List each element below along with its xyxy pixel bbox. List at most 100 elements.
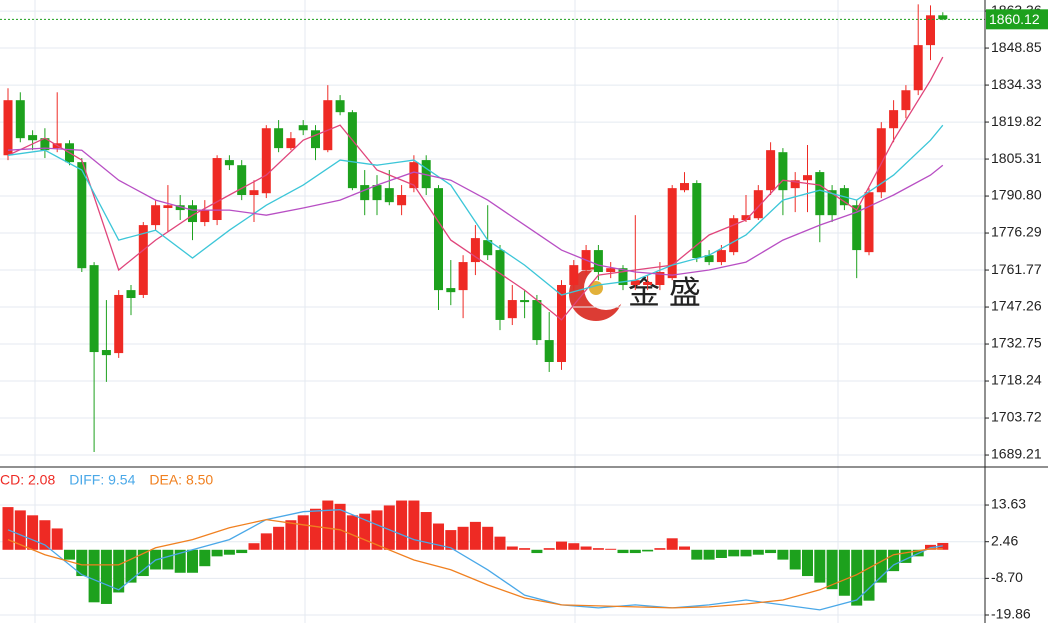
macd-bar: [223, 549, 235, 555]
y-tick-label: 1761.77: [991, 261, 1042, 277]
moving-average: [7, 147, 944, 276]
candle-body: [15, 100, 25, 139]
candle-body: [569, 265, 579, 286]
candle-body: [901, 90, 911, 111]
macd-bar: [592, 548, 604, 550]
candle-body: [323, 100, 333, 151]
logo-cut: [584, 266, 628, 310]
macd-bar: [187, 549, 198, 573]
candle-body: [630, 280, 640, 286]
candle-body: [89, 265, 99, 353]
candle-body: [151, 205, 161, 226]
candle-body: [274, 128, 284, 149]
macd-bar: [482, 526, 494, 550]
macd-bar: [420, 512, 432, 550]
candle-body: [77, 162, 87, 269]
macd-bar: [568, 543, 580, 550]
macd-bar: [76, 549, 88, 577]
macd-bar: [383, 505, 395, 550]
y-tick-label: 1819.82: [991, 113, 1042, 129]
macd-bar: [408, 500, 420, 550]
macd-bar: [519, 548, 531, 550]
macd-bar: [777, 549, 789, 560]
macd-bar: [728, 549, 740, 557]
candle-body: [286, 138, 296, 149]
y-tick-label: 1834.33: [991, 76, 1042, 92]
macd-bar: [457, 526, 469, 550]
candle-body: [40, 138, 50, 151]
candle-body: [790, 180, 800, 189]
candle-body: [704, 255, 714, 263]
macd-bar: [703, 549, 715, 560]
y-tick-label: 1805.31: [991, 150, 1042, 166]
macd-bar: [531, 549, 543, 554]
macd-bar: [740, 549, 752, 557]
macd-bar: [174, 549, 186, 573]
candle-body: [138, 225, 148, 295]
candle-body: [397, 195, 407, 206]
macd-bar: [875, 549, 887, 583]
candle-body: [643, 281, 653, 286]
y-tick-label: 1718.24: [991, 372, 1042, 388]
macd-bar: [826, 549, 838, 590]
macd-bar: [617, 549, 629, 554]
macd-bar: [666, 538, 678, 550]
candle-body: [557, 285, 566, 363]
candle-body: [200, 210, 210, 223]
macd-bar: [137, 549, 149, 577]
candle-body: [618, 268, 628, 286]
candle-body: [913, 45, 923, 91]
last-price-label: 1860.12: [989, 11, 1040, 27]
macd-bar: [863, 549, 875, 601]
macd-bar: [211, 549, 223, 557]
macd-bar: [322, 500, 334, 550]
macd-line: [7, 518, 943, 609]
macd-bar: [814, 549, 826, 583]
candle-body: [741, 215, 751, 221]
candle-body: [458, 262, 468, 291]
macd-bar: [310, 508, 321, 550]
y-tick-label: 13.63: [991, 496, 1026, 512]
candle-body: [815, 172, 825, 216]
candle-body: [606, 268, 616, 273]
candle-body: [188, 205, 197, 223]
macd-bar: [802, 549, 813, 577]
candle-body: [434, 188, 443, 291]
macd-bar: [654, 548, 666, 550]
macd-bar: [752, 549, 764, 555]
candle-body: [101, 350, 111, 356]
y-tick-label: 1747.26: [991, 298, 1042, 314]
y-tick-label: 1703.72: [991, 409, 1042, 425]
moving-average: [7, 56, 944, 321]
macd-bar: [691, 549, 703, 560]
candle-body: [261, 128, 271, 194]
candle-body: [827, 190, 837, 216]
macd-bar: [199, 549, 211, 567]
macd-bar: [789, 549, 801, 570]
candle-body: [335, 100, 345, 113]
candle-body: [803, 175, 812, 181]
macd-bar: [27, 515, 39, 550]
candle-body: [212, 158, 222, 221]
macd-bar: [888, 549, 900, 572]
macd-bar: [14, 510, 26, 550]
candle-body: [507, 300, 517, 319]
macd-bar: [556, 541, 567, 550]
candle-body: [409, 162, 419, 189]
candle-body: [876, 128, 886, 193]
candle-body: [778, 152, 788, 191]
candle-body: [716, 250, 726, 263]
legend-label: DIFF: 9.54: [69, 472, 135, 488]
macd-bar: [445, 530, 457, 550]
candle-body: [163, 205, 173, 209]
macd-bar: [605, 548, 617, 550]
candle-body: [532, 300, 542, 341]
last-price-box: [986, 9, 1048, 30]
candle-body: [680, 183, 689, 191]
y-tick-label: 1689.21: [991, 446, 1042, 462]
candle-body: [729, 218, 739, 253]
legend-label: CD: 2.08: [0, 472, 55, 488]
macd-bar: [433, 523, 444, 550]
candle-body: [766, 150, 776, 191]
